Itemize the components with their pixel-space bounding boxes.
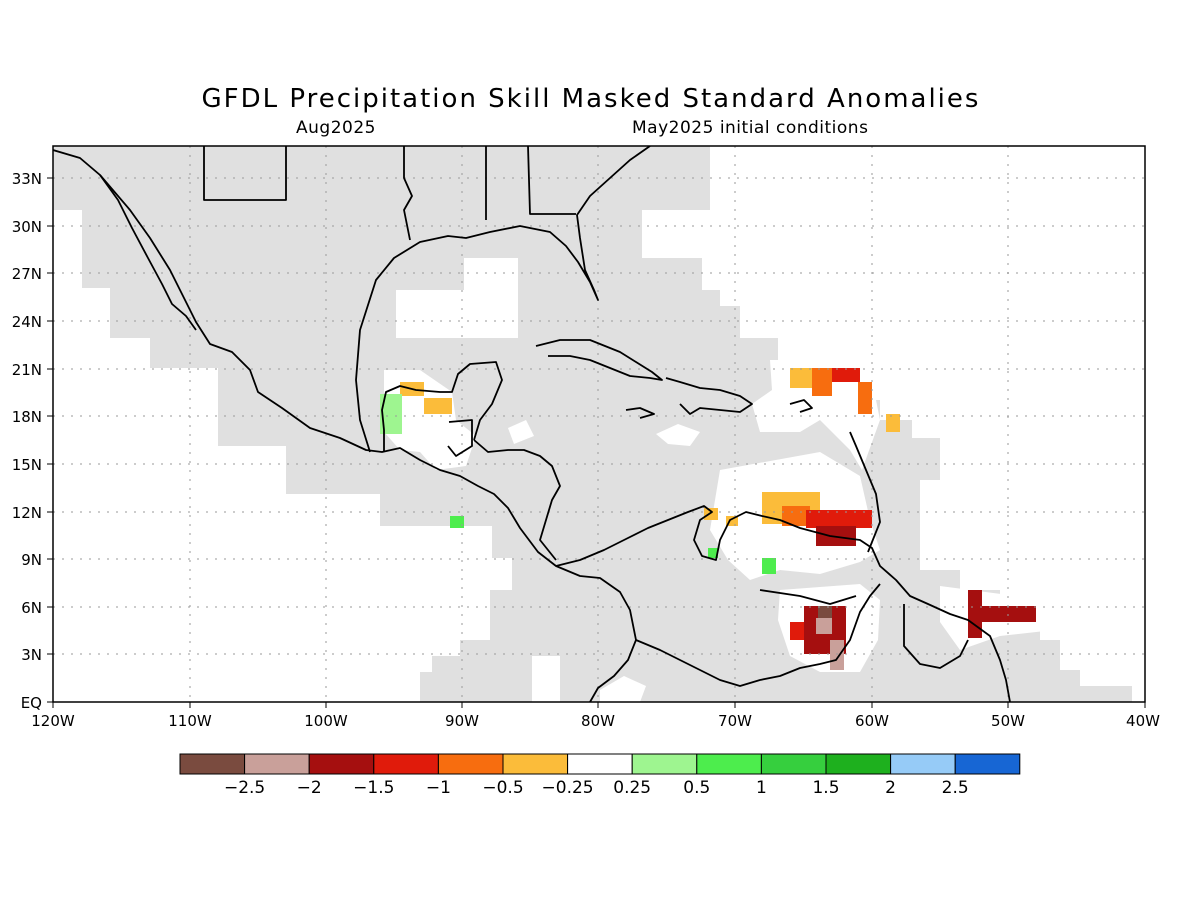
lat-label: 30N [12, 218, 42, 236]
lat-label: 15N [12, 456, 42, 474]
latitude-labels: 33N 30N 27N 24N 21N 18N 15N 12N 9N 6N 3N… [12, 170, 42, 712]
plot-frame [52, 145, 1146, 703]
colorbar-label: 0.5 [683, 778, 710, 798]
lon-label: 70W [718, 712, 752, 730]
colorbar-swatch [631, 753, 698, 775]
lat-label: 18N [12, 408, 42, 426]
lat-label: 6N [21, 599, 42, 617]
colorbar-label: 1 [756, 778, 767, 798]
coastlines [53, 146, 1011, 702]
colorbar-label: 2.5 [942, 778, 969, 798]
map-title: GFDL Precipitation Skill Masked Standard… [201, 84, 981, 114]
colorbar-label: 2 [885, 778, 896, 798]
lat-label: 3N [21, 646, 42, 664]
colorbar-swatch [308, 753, 375, 775]
lon-label: 120W [31, 712, 75, 730]
lat-label: 24N [12, 313, 42, 331]
lat-label: 33N [12, 170, 42, 188]
anomaly-cells [380, 368, 1036, 670]
colorbar-swatch [373, 753, 439, 775]
colorbar-swatch [437, 753, 504, 775]
colorbar-swatch [179, 753, 246, 775]
colorbar-swatch [954, 753, 1021, 775]
lat-label: 12N [12, 504, 42, 522]
initial-conditions-label: May2025 initial conditions [632, 118, 869, 138]
colorbar-label: −0.5 [482, 778, 523, 798]
grid-lines [53, 146, 1145, 702]
lon-label: 110W [168, 712, 212, 730]
colorbar-swatch [825, 753, 892, 775]
lat-label: 21N [12, 361, 42, 379]
lon-label: 100W [304, 712, 348, 730]
colorbar-swatch [244, 753, 310, 775]
lon-label: 40W [1126, 712, 1160, 730]
longitude-labels: 120W 110W 100W 90W 80W 70W 60W 50W 40W [31, 712, 1160, 730]
lat-label: 27N [12, 265, 42, 283]
lon-label: 80W [581, 712, 615, 730]
colorbar-label: −0.25 [542, 778, 594, 798]
colorbar-swatch [890, 753, 956, 775]
colorbar-swatch [567, 753, 633, 775]
lon-label: 50W [991, 712, 1025, 730]
lat-label: EQ [21, 694, 42, 712]
lon-label: 90W [445, 712, 479, 730]
forecast-month: Aug2025 [296, 118, 376, 138]
colorbar: −2.5 −2 −1.5 −1 −0.5 −0.25 0.25 0.5 1 1.5 2 2.5 [179, 753, 1021, 798]
lat-label: 9N [21, 551, 42, 569]
colorbar-swatch [502, 753, 569, 775]
colorbar-swatch [760, 753, 827, 775]
colorbar-label: −2 [297, 778, 322, 798]
tick-marks [47, 177, 1146, 708]
colorbar-swatch [696, 753, 762, 775]
colorbar-label: −1.5 [353, 778, 394, 798]
colorbar-label: 1.5 [812, 778, 839, 798]
colorbar-label: −1 [426, 778, 451, 798]
lon-label: 60W [855, 712, 889, 730]
colorbar-label: −2.5 [224, 778, 265, 798]
colorbar-label: 0.25 [613, 778, 651, 798]
